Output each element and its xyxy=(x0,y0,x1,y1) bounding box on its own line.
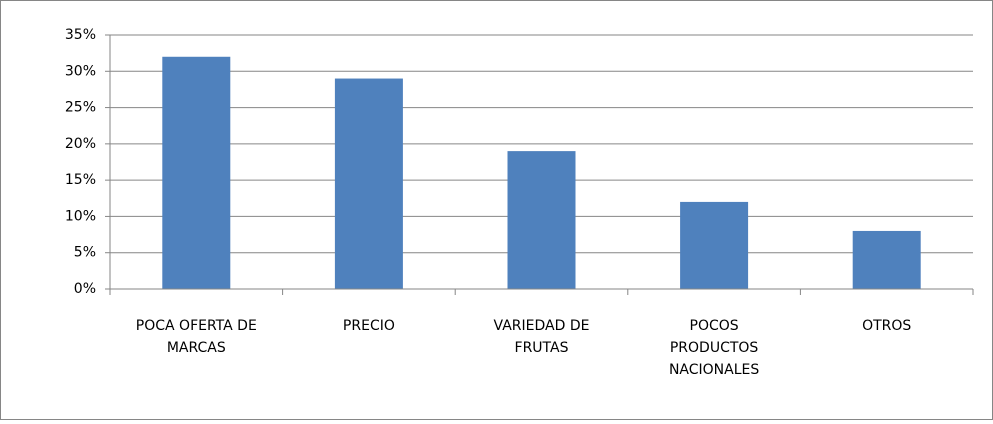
bar xyxy=(507,151,576,289)
bar xyxy=(334,78,403,290)
y-tick-label: 15% xyxy=(65,172,96,188)
bar xyxy=(680,201,749,289)
y-tick-label: 30% xyxy=(65,63,96,79)
bar xyxy=(852,230,921,289)
bar xyxy=(162,56,231,290)
x-tick-label: OTROS xyxy=(862,318,911,334)
y-tick-label: 20% xyxy=(65,136,96,152)
y-tick-label: 35% xyxy=(65,27,96,43)
y-tick-label: 25% xyxy=(65,100,96,116)
x-tick-label: POCOS PRODUCTOS NACIONALES xyxy=(669,318,759,378)
y-tick-label: 0% xyxy=(74,281,96,297)
x-tick-label: POCA OFERTA DE MARCAS xyxy=(136,318,257,356)
x-tick-label: VARIEDAD DE FRUTAS xyxy=(494,318,590,356)
x-tick-label: PRECIO xyxy=(343,318,395,334)
y-tick-label: 10% xyxy=(65,208,96,224)
y-tick-label: 5% xyxy=(74,245,96,261)
